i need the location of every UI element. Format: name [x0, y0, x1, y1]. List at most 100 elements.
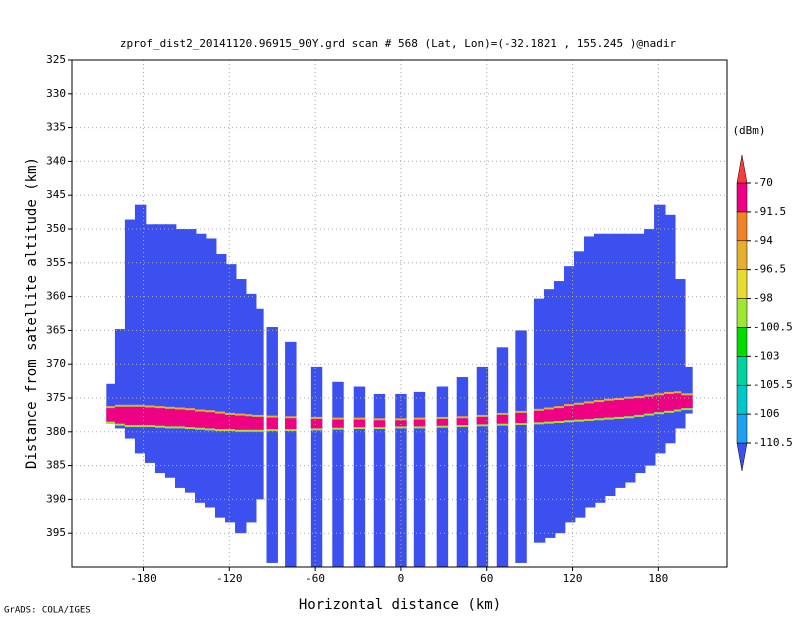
profile-strip — [106, 383, 118, 424]
bright-band — [252, 416, 264, 430]
profile-strip — [373, 393, 386, 567]
bright-band — [266, 417, 278, 430]
profile-strip — [413, 391, 426, 567]
bright-band — [245, 416, 257, 430]
bright-band — [215, 413, 227, 430]
profile-strip — [476, 366, 489, 567]
colorbar-label: -96.5 — [753, 263, 786, 276]
colorbar-label: -100.5 — [753, 320, 793, 333]
y-tick-label: 360 — [46, 290, 66, 303]
bright-band — [533, 410, 546, 423]
profile-strip — [674, 279, 686, 429]
bright-band — [456, 418, 469, 426]
profile-strip — [124, 219, 137, 439]
bright-band — [654, 395, 666, 413]
colorbar-swatch — [736, 298, 748, 328]
profile-strip — [285, 341, 297, 567]
bright-band — [184, 410, 197, 428]
bright-band — [604, 400, 616, 418]
profile-strip — [456, 377, 469, 567]
profile-strip — [164, 224, 177, 478]
bright-band — [114, 406, 127, 424]
bright-band — [154, 408, 167, 426]
profile-strip — [664, 214, 676, 444]
colorbar-label: -70 — [753, 176, 773, 189]
y-tick-label: 355 — [46, 256, 66, 269]
x-tick-label: 60 — [480, 572, 493, 585]
bright-band — [496, 414, 509, 424]
profile-strip — [310, 366, 323, 567]
colorbar-swatch — [736, 211, 748, 242]
y-tick-label: 350 — [46, 222, 66, 235]
bright-band — [395, 420, 407, 427]
bright-band — [225, 414, 237, 430]
bright-band — [332, 419, 344, 428]
bright-band — [476, 416, 489, 425]
profile-strip — [266, 327, 278, 563]
profile-strip — [593, 233, 606, 503]
x-tick-label: 0 — [398, 572, 405, 585]
x-tick-label: -180 — [130, 572, 157, 585]
colorbar-swatch — [736, 182, 748, 213]
colorbar-arrow — [736, 154, 748, 184]
bright-band — [413, 419, 426, 427]
profile-strip — [563, 266, 576, 523]
profile-strip — [184, 229, 197, 493]
plot-frame — [71, 59, 728, 568]
y-tick-label: 370 — [46, 357, 66, 370]
bright-band — [144, 407, 157, 426]
y-tick-label: 390 — [46, 492, 66, 505]
x-tick-label: -120 — [216, 572, 243, 585]
profile-strip — [332, 381, 344, 567]
chart-title: zprof_dist2_20141120.96915_90Y.grd scan … — [120, 37, 677, 50]
x-tick-label: -60 — [305, 572, 325, 585]
bright-band — [614, 400, 626, 417]
bright-band — [515, 412, 527, 424]
bright-band — [593, 402, 606, 419]
profile-strip — [654, 204, 666, 454]
bright-band — [634, 398, 646, 415]
bright-band — [563, 406, 576, 421]
colorbar-label: -105.5 — [753, 378, 793, 391]
y-tick-label: 335 — [46, 121, 66, 134]
colorbar-title: (dBm) — [732, 124, 765, 137]
profile-strip — [235, 279, 247, 534]
bright-band — [194, 411, 207, 428]
x-axis-label: Horizontal distance (km) — [299, 597, 501, 613]
profile-strip — [681, 366, 693, 414]
profile-strip — [174, 229, 187, 488]
y-tick-label: 325 — [46, 53, 66, 66]
profile-strip — [614, 233, 626, 488]
bright-band — [573, 404, 586, 420]
y-tick-label: 365 — [46, 323, 66, 336]
colorbar-swatch — [736, 356, 748, 386]
profile-strip — [144, 224, 157, 463]
profile-strip — [194, 233, 207, 503]
bright-band — [106, 408, 118, 422]
bright-band — [644, 396, 656, 414]
y-tick-label: 330 — [46, 87, 66, 100]
bright-band — [543, 409, 556, 422]
bright-band — [353, 419, 366, 428]
profile-strip — [215, 254, 227, 518]
y-tick-label: 375 — [46, 391, 66, 404]
profile-strip — [245, 293, 257, 523]
bright-band — [674, 393, 686, 410]
profile-strip — [634, 233, 646, 474]
profile-strip — [252, 308, 264, 500]
y-tick-label: 345 — [46, 188, 66, 201]
colorbar-label: -98 — [753, 292, 773, 305]
profile-strip — [134, 204, 147, 454]
bright-band — [124, 406, 137, 426]
bright-band — [285, 418, 297, 430]
colorbar-swatch — [736, 327, 748, 357]
profile-strip — [114, 329, 127, 429]
bright-band — [134, 406, 147, 426]
profile-strip — [496, 347, 509, 567]
y-tick-label: 340 — [46, 154, 66, 167]
bright-band — [436, 418, 449, 426]
x-tick-label: 120 — [563, 572, 583, 585]
profile-strip — [205, 238, 217, 508]
footer: GrADS: COLA/IGES — [4, 606, 91, 616]
